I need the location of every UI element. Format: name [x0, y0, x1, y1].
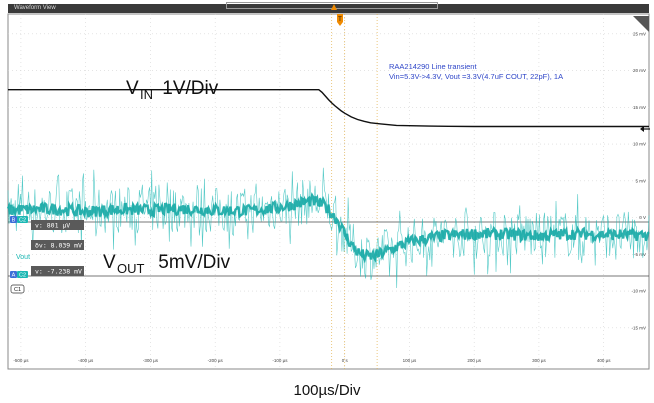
x-tick-label: -400 µs [78, 358, 94, 363]
svg-text:v: -7.238 mV: v: -7.238 mV [35, 268, 82, 276]
level-arrow-icon[interactable] [640, 126, 650, 132]
y-tick-label: 25 mV [633, 31, 646, 36]
vout-scale-label: V OUT 5mV/Div [103, 252, 231, 276]
corner-tab-icon[interactable] [633, 16, 649, 32]
svg-text:C2: C2 [19, 273, 26, 279]
y-tick-label: 10 mV [633, 142, 646, 147]
readout-box-1: v: 801 µV [31, 220, 84, 230]
vout-label-sub: OUT [117, 261, 145, 276]
vout-label-v: V [103, 252, 116, 273]
y-tick-label: 15 mV [633, 105, 646, 110]
cursor-a-badge[interactable]: A [10, 271, 17, 279]
vout-noise-band [7, 167, 650, 289]
trigger-label: T [338, 17, 342, 23]
vin-label-v: V [126, 78, 139, 99]
readout-box-2: δv: 8.039 mV [31, 240, 84, 250]
y-tick-label: -15 mV [631, 325, 646, 330]
svg-text:δv: 8.039 mV: δv: 8.039 mV [35, 242, 82, 250]
vout-label-scale: 5mV/Div [153, 252, 231, 273]
svg-text:A: A [12, 273, 16, 279]
y-tick-label: 20 mV [633, 68, 646, 73]
x-tick-label: 200 µs [467, 358, 481, 363]
y-tick-label: -5 mV [634, 252, 646, 257]
plot-grid [8, 14, 649, 369]
vin-label-sub: IN [140, 87, 153, 102]
annotation-line-2: Vin=5.3V->4.3V, Vout =3.3V(4.7uF COUT, 2… [389, 72, 563, 81]
vin-trace [8, 89, 649, 128]
right-axis-tick-labels: 25 mV 20 mV 15 mV 10 mV 5 mV 0 V -5 mV -10 mV -1… [631, 31, 646, 330]
vin-label-scale: 1V/Div [157, 78, 219, 99]
channel-c2-badge-lower[interactable]: C2 [17, 271, 28, 279]
x-tick-label: -500 µs [13, 358, 29, 363]
vout-trace [6, 167, 650, 289]
x-tick-labels: -500 µs -400 µs -300 µs -200 µs -100 µs 0 s 10… [13, 358, 611, 363]
readout-box-3: v: -7.238 mV [31, 266, 84, 276]
window-title: Waveform View [14, 5, 56, 11]
vout-mean-line [6, 192, 650, 264]
channel-c2-badge[interactable]: C2 [17, 216, 28, 224]
vout-channel-label: Vout [16, 254, 30, 261]
y-tick-label: -10 mV [631, 289, 646, 294]
svg-text:C2: C2 [19, 218, 26, 224]
svg-text:B: B [12, 218, 16, 224]
vin-scale-label: V IN 1V/Div [126, 78, 219, 102]
x-tick-label: 0 s [342, 358, 349, 363]
x-tick-label: -300 µs [143, 358, 159, 363]
channel-c1-badge[interactable]: C1 [10, 284, 25, 294]
x-tick-label: 400 µs [597, 358, 611, 363]
svg-text:v: 801 µV: v: 801 µV [35, 222, 70, 230]
timebase-label: 100µs/Div [293, 382, 361, 399]
cursor-b-badge[interactable]: B [10, 216, 17, 224]
x-tick-label: -200 µs [208, 358, 224, 363]
trigger-marker[interactable]: T [337, 14, 343, 26]
trigger-position-icon [331, 4, 337, 10]
y-tick-label: 5 mV [635, 178, 646, 183]
annotation-line-1: RAA214290 Line transient [389, 62, 477, 71]
svg-text:C1: C1 [14, 287, 21, 293]
y-tick-label: 0 V [639, 215, 646, 220]
x-tick-label: 100 µs [403, 358, 417, 363]
x-tick-label: 300 µs [532, 358, 546, 363]
plot-frame [7, 13, 650, 370]
x-tick-label: -100 µs [272, 358, 288, 363]
